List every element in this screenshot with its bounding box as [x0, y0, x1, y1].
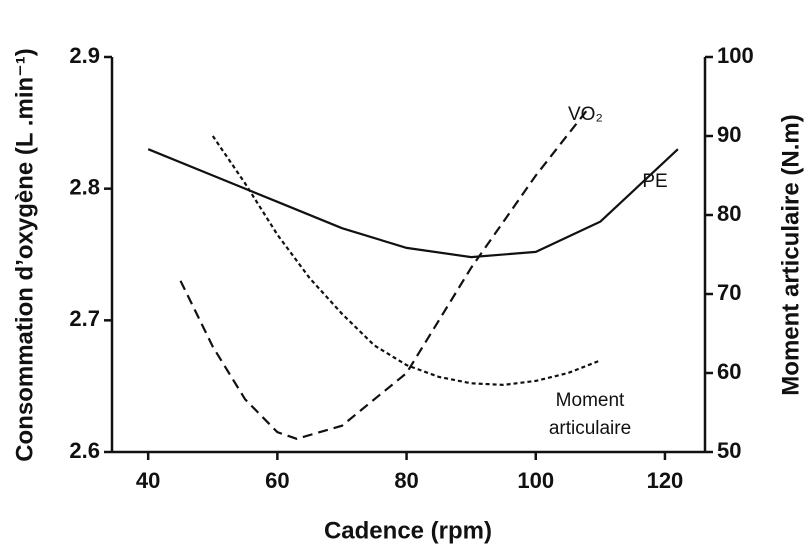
y-axis-title: Consommation d’oxygène (L .min⁻¹)	[11, 48, 38, 462]
series-label: VO₂	[568, 104, 603, 125]
y2-axis-title: Moment articulaire (N.m)	[777, 114, 804, 395]
y2-tick-label: 70	[717, 280, 741, 305]
x-tick-label: 80	[394, 468, 418, 493]
y2-tick-label: 90	[717, 122, 741, 147]
y-tick-label: 2.7	[69, 306, 100, 331]
series-label: PE	[642, 171, 667, 192]
series-line	[147, 148, 679, 259]
series-line	[211, 135, 601, 387]
x-tick-label: 60	[265, 468, 289, 493]
x-tick-label: 100	[517, 468, 554, 493]
series-line	[179, 109, 589, 440]
x-tick-label: 40	[136, 468, 160, 493]
y-tick-label: 2.6	[69, 438, 100, 463]
y-tick-label: 2.9	[69, 43, 100, 68]
y2-tick-label: 60	[717, 359, 741, 384]
y2-tick-label: 50	[717, 438, 741, 463]
x-axis-title: Cadence (rpm)	[324, 517, 492, 544]
series-label: Moment articulaire	[549, 390, 631, 439]
y2-tick-label: 100	[717, 43, 754, 68]
y-tick-label: 2.8	[69, 174, 100, 199]
y2-tick-label: 80	[717, 201, 741, 226]
x-tick-label: 120	[647, 468, 684, 493]
